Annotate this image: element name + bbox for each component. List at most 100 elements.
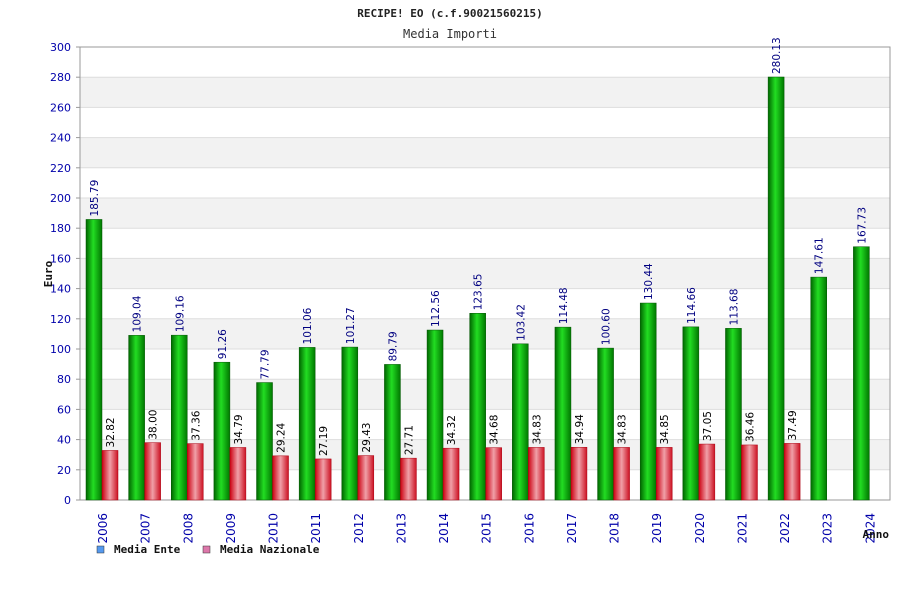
grid-band [80, 137, 890, 168]
x-tick-label-2021: 2021 [735, 513, 749, 544]
y-tick-label: 60 [57, 403, 71, 416]
bar-media-ente-2009 [213, 361, 231, 501]
grid-band [80, 198, 890, 229]
bar-media-ente-2014 [426, 329, 444, 501]
x-tick-label-2010: 2010 [267, 513, 281, 544]
data-label-media-nazionale-2022: 37.49 [787, 410, 799, 440]
bar-media-ente-2013 [384, 364, 401, 501]
y-tick-label: 20 [57, 464, 71, 477]
data-label-media-ente-2018: 100.60 [601, 308, 613, 345]
bar-media-ente-2008 [171, 334, 188, 501]
y-tick-label: 140 [50, 283, 71, 296]
bar-media-ente-2006 [85, 219, 103, 501]
data-label-media-ente-2009: 91.26 [217, 329, 229, 359]
data-label-media-ente-2021: 113.68 [728, 289, 740, 326]
data-label-media-nazionale-2009: 34.79 [233, 414, 245, 444]
data-label-media-ente-2015: 123.65 [473, 274, 485, 311]
data-label-media-nazionale-2018: 34.83 [617, 414, 629, 444]
bar-media-nazionale-2020 [698, 443, 716, 501]
grid-band [80, 167, 890, 198]
bar-media-ente-2019 [639, 302, 657, 501]
y-tick-label: 80 [57, 373, 71, 386]
y-axis-label: Euro [42, 260, 55, 287]
data-label-media-ente-2011: 101.06 [302, 307, 314, 344]
y-tick-label: 0 [64, 494, 71, 507]
bar-media-nazionale-2012 [357, 455, 375, 501]
data-label-media-nazionale-2012: 29.43 [361, 422, 373, 452]
data-label-media-ente-2007: 109.04 [132, 295, 144, 332]
data-label-media-nazionale-2019: 34.85 [659, 414, 671, 444]
data-label-media-nazionale-2013: 27.71 [403, 425, 415, 455]
x-tick-label-2016: 2016 [522, 513, 536, 544]
data-label-media-ente-2008: 109.16 [174, 295, 186, 332]
grid-band [80, 107, 890, 138]
x-tick-label-2022: 2022 [778, 513, 792, 544]
chart-subtitle: Media Importi [403, 27, 497, 41]
data-label-media-ente-2006: 185.79 [89, 180, 101, 217]
data-label-media-ente-2019: 130.44 [643, 263, 655, 300]
y-tick-label: 260 [50, 101, 71, 114]
bar-media-nazionale-2011 [314, 458, 332, 501]
bar-media-ente-2023 [810, 276, 827, 501]
bar-media-ente-2016 [512, 343, 529, 501]
bar-media-nazionale-2009 [229, 447, 247, 501]
data-label-media-nazionale-2016: 34.83 [531, 414, 543, 444]
bar-media-ente-2010 [256, 382, 273, 501]
grid-band [80, 77, 890, 108]
y-tick-label: 160 [50, 252, 71, 265]
data-label-media-ente-2013: 89.79 [387, 331, 399, 361]
data-label-media-ente-2014: 112.56 [430, 290, 442, 327]
y-axis-ticks: 0 20 40 60 80 100 120 140 160 180 200 220 240 260 280 3… [50, 41, 80, 507]
x-axis-ticks: 2006 2007 2008 2009 2010 2011 2012 2013 2014 2015… [96, 513, 877, 544]
bar-media-nazionale-2010 [272, 455, 289, 501]
bar-media-nazionale-2019 [655, 447, 673, 501]
data-label-media-nazionale-2007: 38.00 [148, 410, 160, 440]
bar-media-nazionale-2008 [187, 443, 204, 501]
y-tick-label: 220 [50, 162, 71, 175]
bar-media-ente-2020 [682, 326, 700, 501]
chart-title: RECIPE! EO (c.f.90021560215) [357, 7, 542, 20]
x-tick-label-2007: 2007 [139, 513, 153, 544]
grid-band [80, 47, 890, 78]
legend: Media Ente Media Nazionale [96, 543, 320, 556]
data-labels: 185.79 32.82 109.04 38.00 109.16 37.36 91.26 34… [89, 37, 868, 456]
bar-media-ente-2018 [597, 347, 614, 501]
data-label-media-ente-2024: 167.73 [856, 207, 868, 244]
data-label-media-nazionale-2020: 37.05 [702, 411, 714, 441]
x-tick-label-2017: 2017 [565, 513, 579, 544]
x-tick-label-2008: 2008 [181, 513, 195, 544]
data-label-media-nazionale-2015: 34.68 [489, 415, 501, 445]
y-tick-label: 200 [50, 192, 71, 205]
x-tick-label-2019: 2019 [650, 513, 664, 544]
data-label-media-ente-2012: 101.27 [345, 307, 357, 344]
bar-media-ente-2015 [469, 313, 486, 501]
bar-media-nazionale-2017 [570, 446, 588, 501]
bar-media-nazionale-2016 [528, 447, 545, 501]
bar-media-nazionale-2022 [783, 443, 801, 501]
data-label-media-nazionale-2011: 27.19 [318, 426, 330, 456]
x-tick-label-2013: 2013 [394, 513, 408, 544]
y-tick-label: 180 [50, 222, 71, 235]
data-label-media-nazionale-2008: 37.36 [190, 410, 202, 440]
y-tick-label: 280 [50, 71, 71, 84]
x-tick-label-2024: 2024 [863, 513, 877, 544]
x-tick-label-2023: 2023 [821, 513, 835, 544]
bar-media-nazionale-2021 [741, 444, 758, 501]
data-label-media-ente-2023: 147.61 [814, 237, 826, 274]
data-label-media-ente-2020: 114.66 [686, 287, 698, 324]
bar-media-nazionale-2014 [442, 447, 460, 501]
x-tick-label-2020: 2020 [693, 513, 707, 544]
bar-media-ente-2017 [554, 326, 572, 501]
y-tick-label: 300 [50, 41, 71, 54]
bar-media-nazionale-2015 [485, 447, 502, 501]
bar-media-nazionale-2013 [400, 457, 417, 501]
data-label-media-nazionale-2006: 32.82 [105, 417, 117, 447]
legend-swatch-media-ente [96, 545, 105, 554]
data-label-media-nazionale-2017: 34.94 [574, 414, 586, 444]
data-label-media-ente-2016: 103.42 [515, 304, 527, 341]
data-label-media-ente-2022: 280.13 [771, 37, 783, 74]
data-label-media-nazionale-2010: 29.24 [276, 422, 288, 452]
bar-media-ente-2021 [725, 328, 742, 501]
x-tick-label-2015: 2015 [480, 513, 494, 544]
